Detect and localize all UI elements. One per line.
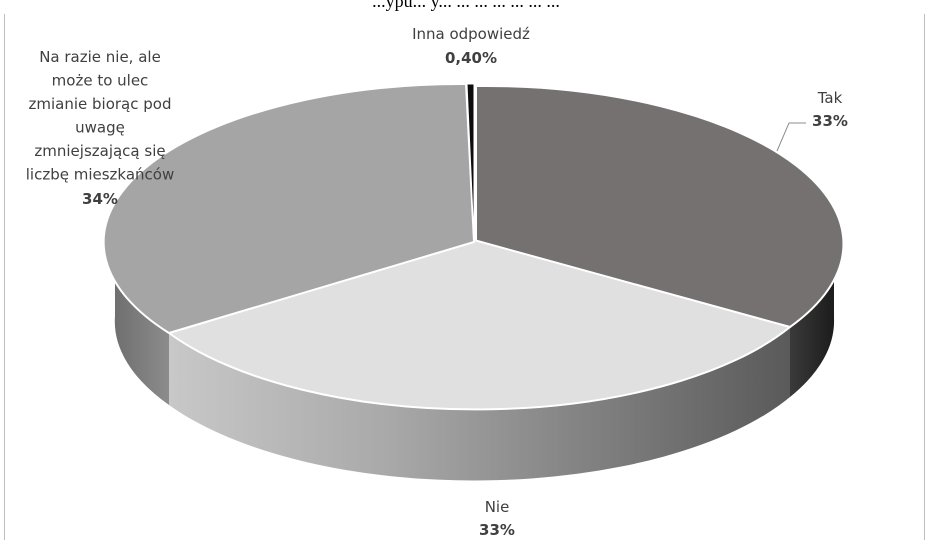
label-nie-name: Nie bbox=[485, 498, 510, 516]
label-tak-name: Tak bbox=[817, 89, 843, 107]
label-inna-name: Inna odpowiedź bbox=[412, 25, 530, 43]
slice-side-tak bbox=[790, 252, 835, 397]
label-inna-percent: 0,40% bbox=[445, 49, 497, 67]
slice-inna bbox=[466, 83, 475, 241]
leader-line-tak bbox=[776, 122, 806, 152]
slice-side-na-razie bbox=[114, 244, 169, 405]
label-line: zmianie biorąc pod bbox=[29, 95, 172, 113]
label-nie-percent: 33% bbox=[479, 521, 515, 539]
label-na-razie: Na razie nie, ale może to ulec zmianie bio… bbox=[26, 48, 174, 208]
frame-right-border bbox=[924, 14, 925, 540]
label-tak: Tak 33% bbox=[812, 89, 848, 130]
label-line: Na razie nie, ale bbox=[39, 48, 161, 66]
label-na-razie-percent: 34% bbox=[82, 190, 118, 208]
label-line: liczbę mieszkańców bbox=[26, 166, 174, 184]
slice-side-nie bbox=[169, 327, 790, 481]
label-line: może to ulec bbox=[52, 72, 149, 90]
label-line: Inna odpowiedź bbox=[412, 25, 530, 43]
label-tak-percent: 33% bbox=[812, 112, 848, 130]
label-line: uwagę bbox=[75, 119, 125, 137]
label-nie: Nie 33% bbox=[479, 498, 515, 539]
slice-nie bbox=[166, 238, 793, 411]
slice-na-razie bbox=[102, 82, 476, 335]
label-line: Tak bbox=[817, 89, 843, 107]
caption-text: ...ypu... y... ... ... ... ... ... ... bbox=[372, 0, 560, 11]
label-line: Nie bbox=[485, 498, 510, 516]
label-inna: Inna odpowiedź 0,40% bbox=[412, 25, 530, 67]
label-na-razie-name: Na razie nie, ale może to ulec zmianie bio… bbox=[26, 48, 174, 184]
frame-left-border bbox=[4, 14, 5, 540]
label-line: zmniejszającą się bbox=[34, 142, 165, 160]
